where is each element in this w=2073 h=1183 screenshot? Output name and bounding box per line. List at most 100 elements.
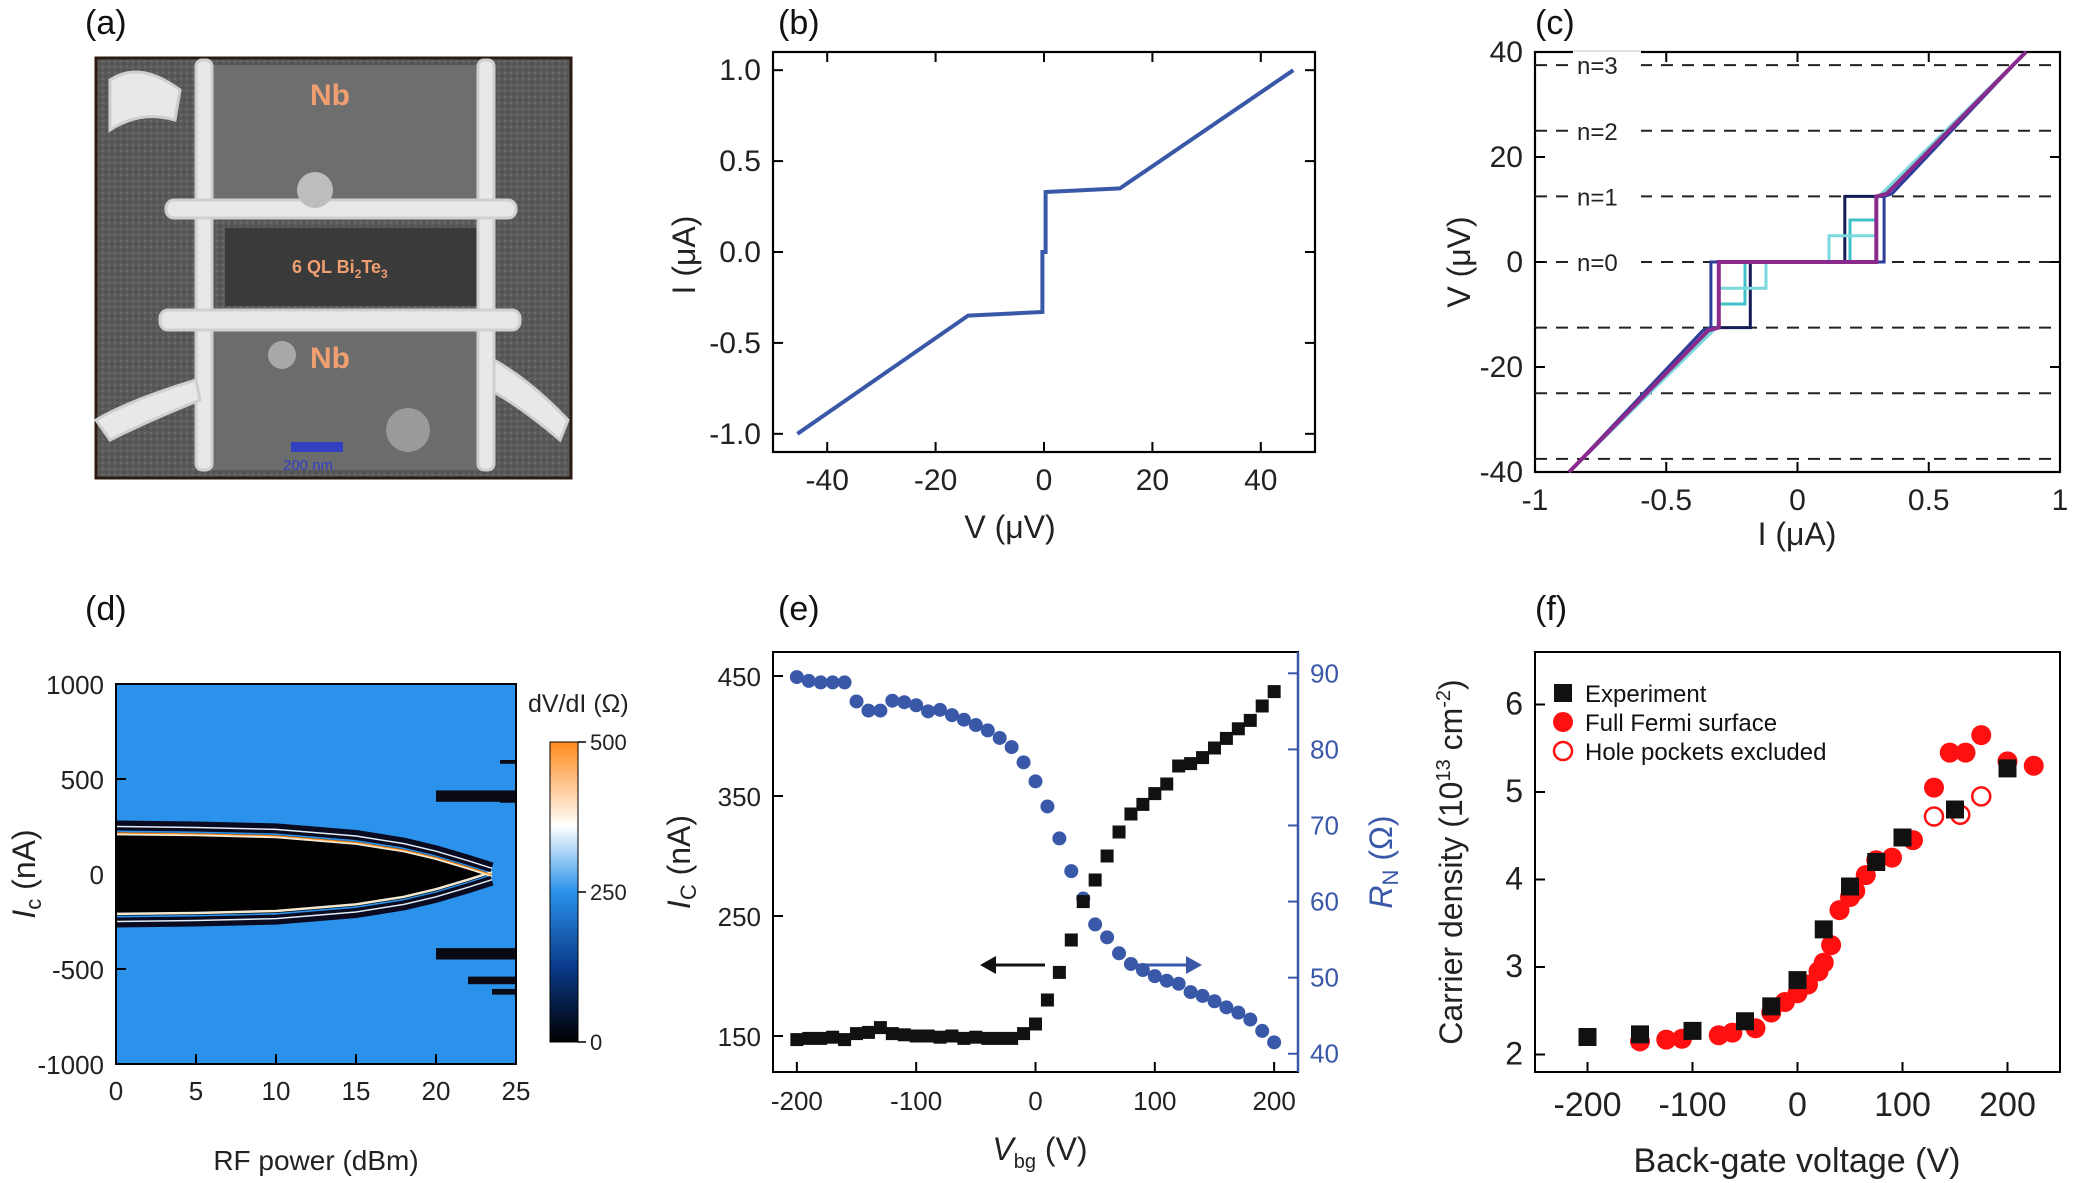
y-tick-label: 4	[1505, 861, 1523, 897]
experiment-point	[1578, 1028, 1597, 1046]
y-tick-label: -500	[52, 955, 104, 985]
ic-point	[1064, 933, 1078, 947]
legend-marker-full	[1553, 712, 1573, 732]
panel-b-chart: -40 -20 0 20 40 -1.0 -0.5 0.0 0.5 1.0 V (μV) I (μ…	[666, 50, 1317, 545]
y-tick-label: 3	[1505, 948, 1523, 984]
particle	[297, 172, 333, 208]
panel-c-chart: -1 -0.5 0 0.5 1 -40 -20 0 20 40 n=3 n=2 n=1 n=0 I (μ…	[1441, 36, 2068, 552]
rn-point	[921, 704, 936, 719]
rn-point	[1135, 963, 1150, 978]
iv-trace	[1567, 50, 2028, 474]
rn-point	[1231, 1005, 1246, 1020]
experiment-point	[1683, 1021, 1702, 1040]
y-tick-label: 2	[1505, 1036, 1523, 1072]
rn-point	[1088, 917, 1103, 932]
lobe-ripple-edge	[116, 878, 493, 923]
rn-point	[897, 695, 912, 710]
y-tick-label: -20	[1480, 351, 1523, 384]
rn-point	[1207, 994, 1222, 1009]
y-tick-label: 0.5	[719, 145, 761, 178]
full-fermi-point	[1971, 725, 1992, 746]
side-band	[436, 790, 516, 802]
rn-point	[825, 675, 840, 690]
x-tick-label: 1	[2052, 484, 2069, 517]
ic-point	[838, 1033, 852, 1047]
ic-point	[1184, 757, 1198, 771]
ic-point	[873, 1021, 887, 1035]
rn-point	[1040, 799, 1055, 814]
side-band	[500, 793, 516, 803]
lobe-edge-orange	[116, 832, 493, 876]
ic-point	[1124, 807, 1138, 821]
rn-point	[1159, 973, 1174, 988]
particle	[386, 408, 430, 452]
rn-point	[789, 670, 804, 685]
label-channel-material: 6 QL Bi2Te3	[292, 257, 388, 281]
rn-point	[813, 675, 828, 690]
rn-point	[1183, 985, 1198, 1000]
full-fermi-point	[1882, 847, 1902, 868]
y2-tick-label: 90	[1310, 658, 1339, 688]
ic-point	[1100, 849, 1114, 863]
y-tick-label: 5	[1505, 773, 1523, 809]
experiment-point	[1841, 877, 1859, 896]
level-label: n=3	[1577, 53, 1618, 80]
side-band	[468, 976, 516, 985]
ic-point	[1231, 722, 1245, 736]
rn-point	[1064, 864, 1079, 879]
colorbar-tick-label: 250	[590, 880, 627, 905]
y-tick-label: 450	[718, 662, 761, 692]
x-tick-label: -200	[771, 1086, 823, 1116]
experiment-point	[1631, 1025, 1649, 1044]
ic-point	[814, 1031, 828, 1045]
panel-a-micrograph: Nb Nb 6 QL Bi2Te3 200 nm	[93, 56, 573, 480]
rn-point	[980, 723, 995, 738]
rn-point	[1243, 1012, 1258, 1027]
ic-point	[1219, 731, 1233, 745]
rn-point	[1147, 969, 1162, 984]
y-tick-label: 500	[61, 765, 104, 795]
ic-point	[790, 1033, 804, 1047]
panel-d-ylabel: Ic (nA)	[6, 829, 46, 918]
y-tick-label: 6	[1505, 686, 1523, 722]
ic-point	[1267, 685, 1281, 699]
ic-point	[861, 1025, 875, 1039]
ic-point	[802, 1031, 816, 1045]
y-tick-label: 40	[1490, 36, 1523, 69]
panel-b-ylabel: I (μA)	[666, 216, 702, 295]
colorbar	[549, 741, 579, 1043]
lobe-ripple-edge	[116, 825, 493, 870]
rn-point	[944, 708, 959, 723]
y-tick-label: 150	[718, 1022, 761, 1052]
y-tick-label: 0	[90, 860, 104, 890]
y2-tick-label: 60	[1310, 887, 1339, 917]
lobe-ripple	[116, 820, 494, 873]
nb-top-pad	[210, 65, 490, 210]
ic-point	[1112, 825, 1126, 839]
arrow-right	[1135, 956, 1202, 974]
rn-point	[909, 698, 924, 713]
ic-point	[1207, 741, 1221, 755]
y-tick-label: -40	[1480, 456, 1523, 489]
panel-f-xlabel: Back-gate voltage (V)	[1634, 1142, 1961, 1180]
x-tick-label: -100	[890, 1086, 942, 1116]
x-tick-label: 0	[1789, 484, 1806, 517]
full-fermi-point	[1813, 952, 1834, 973]
x-tick-label: -20	[914, 464, 957, 497]
colorbar-tick-label: 0	[590, 1030, 602, 1055]
x-tick-label: 20	[1136, 464, 1169, 497]
ic-point	[993, 1031, 1007, 1045]
panel-label-a: (a)	[85, 4, 127, 42]
rn-point	[1004, 740, 1019, 755]
legend-marker-experiment	[1554, 684, 1572, 702]
lobe-edge-upper	[116, 832, 493, 878]
level-label: n=1	[1577, 184, 1618, 211]
rn-point	[1255, 1023, 1270, 1038]
ic-point	[1005, 1031, 1019, 1045]
rn-point	[837, 675, 852, 690]
x-tick-label: 15	[342, 1076, 371, 1106]
level-label-bg	[1573, 51, 1641, 80]
x-tick-label: 100	[1874, 1086, 1931, 1124]
panel-label-c: (c)	[1535, 4, 1575, 42]
